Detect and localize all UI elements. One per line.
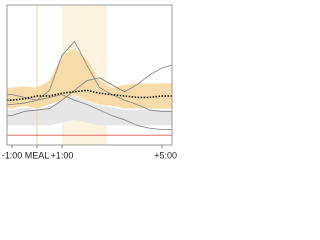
band bbox=[7, 96, 172, 126]
x-tick-label: MEAL bbox=[25, 150, 50, 160]
chart: -1:00 MEAL +1:00 +5:00 bbox=[2, 4, 177, 160]
median-line bbox=[7, 89, 172, 101]
trace-line bbox=[7, 40, 172, 112]
x-tick-label: -1:00 bbox=[2, 150, 23, 160]
band bbox=[7, 48, 172, 109]
x-tick-label: +1:00 bbox=[51, 150, 74, 160]
trace-line bbox=[7, 64, 173, 117]
x-tick-label: +5:00 bbox=[154, 150, 177, 160]
plot-frame bbox=[6, 4, 173, 146]
